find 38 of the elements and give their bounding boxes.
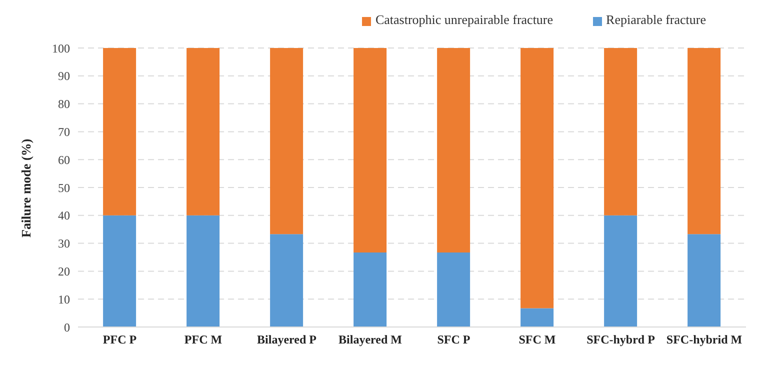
bar	[354, 48, 387, 253]
y-tick-label: 70	[58, 124, 70, 139]
legend-label: Catastrophic unrepairable fracture	[375, 12, 554, 27]
x-tick-label: SFC-hybrd P	[586, 332, 655, 347]
y-tick-label: 10	[58, 292, 70, 306]
bar	[270, 48, 304, 234]
y-tick-label: 0	[64, 320, 70, 334]
bar	[103, 215, 136, 327]
bar	[437, 252, 470, 327]
y-tick-label: 20	[58, 264, 70, 278]
bar	[437, 48, 470, 253]
bar	[520, 48, 554, 308]
bar	[103, 48, 136, 216]
x-tick-label: Bilayered P	[257, 332, 316, 347]
bar	[354, 252, 387, 327]
bar	[604, 215, 638, 327]
bar	[688, 48, 721, 234]
x-tick-label: Bilayered M	[338, 332, 402, 347]
bar	[604, 48, 638, 216]
y-tick-label: 80	[58, 97, 70, 112]
bar	[688, 234, 721, 327]
legend-label: Repiarable fracture	[606, 12, 706, 27]
x-tick-label: PFC P	[102, 332, 137, 347]
bar	[186, 215, 220, 327]
y-tick-label: 100	[52, 41, 70, 56]
y-axis-title: Failure mode (%)	[18, 138, 34, 238]
y-tick-label: 60	[58, 152, 70, 167]
y-tick-label: 50	[58, 180, 70, 195]
x-tick-label: PFC M	[184, 332, 222, 347]
y-tick-label: 30	[58, 236, 70, 251]
bar	[520, 308, 554, 327]
bar	[186, 48, 220, 216]
bar	[270, 234, 304, 327]
x-tick-label: SFC M	[518, 332, 556, 347]
y-tick-label: 90	[58, 69, 70, 84]
x-tick-label: SFC P	[437, 332, 470, 347]
y-tick-label: 40	[58, 208, 70, 223]
x-tick-label: SFC-hybrid M	[666, 332, 742, 347]
